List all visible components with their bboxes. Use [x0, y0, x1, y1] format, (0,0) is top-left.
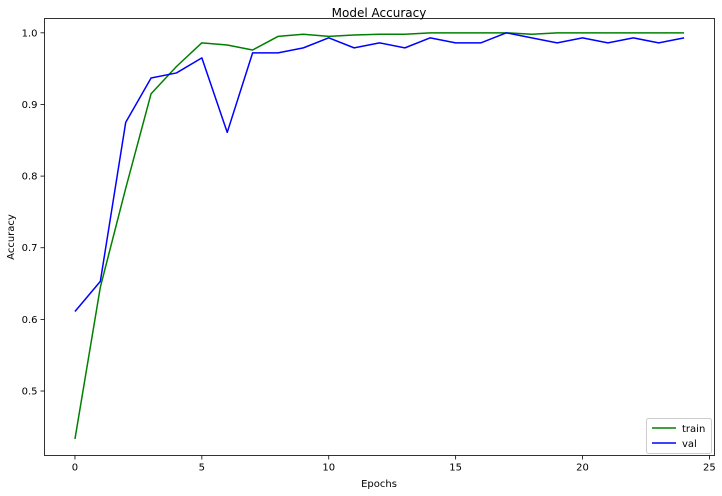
legend-label-train: train	[682, 424, 705, 435]
series-line-train	[74, 32, 685, 440]
x-tick-label: 15	[449, 463, 462, 474]
y-tick-label: 1.0	[22, 28, 38, 39]
y-tick-label: 0.7	[22, 243, 38, 254]
y-tick-label: 0.5	[22, 387, 38, 398]
y-tick-label: 0.6	[22, 315, 38, 326]
chart-title: Model Accuracy	[332, 6, 427, 20]
y-axis-label: Accuracy	[6, 214, 17, 260]
series-lines	[74, 32, 685, 440]
x-tick-label: 0	[72, 463, 78, 474]
legend-label-val: val	[682, 439, 697, 450]
plot-area	[44, 18, 715, 456]
x-axis-ticks: 0 5 10 15 20 25	[72, 455, 716, 474]
legend: train val	[646, 418, 712, 454]
x-tick-label: 10	[322, 463, 335, 474]
x-tick-label: 20	[576, 463, 589, 474]
y-tick-label: 0.9	[22, 100, 38, 111]
x-tick-label: 5	[199, 463, 205, 474]
x-tick-label: 25	[703, 463, 716, 474]
y-axis-ticks: 0.5 0.6 0.7 0.8 0.9 1.0	[22, 28, 45, 398]
series-line-val	[74, 32, 685, 312]
x-axis-label: Epochs	[361, 479, 397, 490]
y-tick-label: 0.8	[22, 172, 38, 183]
